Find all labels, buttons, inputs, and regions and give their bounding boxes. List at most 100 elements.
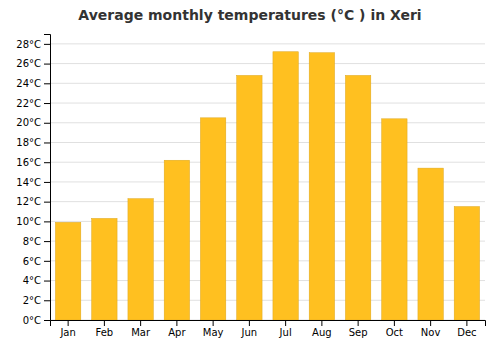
x-tick: Jul xyxy=(279,320,292,338)
grid-line xyxy=(50,122,485,123)
y-axis: 0°C 2°C 4°C 6°C 8°C 10°C 12°C 14°C 16°C 18°C 20°C 2… xyxy=(16,35,50,326)
x-tick: Feb xyxy=(96,320,114,338)
x-tick: Nov xyxy=(421,320,441,338)
x-tick-mark xyxy=(430,320,431,326)
y-tick: 22°C xyxy=(16,98,50,109)
x-tick: May xyxy=(203,320,224,338)
x-tick-mark xyxy=(104,320,105,326)
y-tick-mark xyxy=(44,64,50,65)
y-tick-mark xyxy=(44,320,50,321)
y-tick-label: 28°C xyxy=(16,39,41,50)
x-tick-label: Nov xyxy=(421,327,441,338)
grid-line xyxy=(50,103,485,104)
y-tick: 20°C xyxy=(16,117,50,128)
grid-line xyxy=(50,162,485,163)
bar xyxy=(345,75,370,320)
x-tick: Oct xyxy=(386,320,403,338)
x-tick-label: May xyxy=(203,327,224,338)
y-tick: 18°C xyxy=(16,137,50,148)
x-tick-label: Sep xyxy=(349,327,368,338)
y-tick-label: 10°C xyxy=(16,216,41,227)
bar xyxy=(273,52,298,320)
x-tick-label: Apr xyxy=(168,327,186,338)
y-tick: 6°C xyxy=(23,256,50,267)
y-tick-mark xyxy=(44,182,50,183)
title: Average monthly temperatures (°C ) in Xe… xyxy=(78,7,421,23)
y-tick-label: 22°C xyxy=(16,98,41,109)
x-tick-label: Jun xyxy=(241,327,258,338)
x-tick: Jan xyxy=(59,320,75,338)
x-tick-mark xyxy=(249,320,250,326)
y-tick-mark xyxy=(44,241,50,242)
y-tick-mark xyxy=(44,261,50,262)
bar xyxy=(200,118,225,320)
x-tick-label: Feb xyxy=(96,327,114,338)
y-tick: 14°C xyxy=(16,177,50,188)
grid xyxy=(50,44,485,320)
y-tick-mark xyxy=(44,123,50,124)
grid-line xyxy=(50,83,485,84)
x-tick-mark xyxy=(285,320,286,326)
y-tick-label: 24°C xyxy=(16,78,41,89)
y-tick-label: 6°C xyxy=(23,256,41,267)
y-tick-mark xyxy=(44,281,50,282)
x-tick-mark xyxy=(466,320,467,326)
grid-line xyxy=(50,63,485,64)
grid-line xyxy=(50,43,485,44)
y-tick-label: 4°C xyxy=(23,275,41,286)
bar xyxy=(55,222,80,320)
bar xyxy=(382,119,407,320)
y-tick-label: 8°C xyxy=(23,236,41,247)
y-tick: 0°C xyxy=(23,315,50,326)
y-tick: 8°C xyxy=(23,236,50,247)
y-tick: 16°C xyxy=(16,157,50,168)
y-tick-mark xyxy=(44,221,50,222)
x-tick: Jun xyxy=(241,320,258,338)
bar xyxy=(164,160,189,320)
y-tick-mark xyxy=(44,142,50,143)
x-tick-mark xyxy=(176,320,177,326)
bar xyxy=(92,218,117,320)
y-tick-label: 20°C xyxy=(16,117,41,128)
x-axis: Jan Feb Mar Apr May Jun Jul Aug Sep Oct Nov Dec xyxy=(51,320,486,338)
y-tick: 28°C xyxy=(16,39,50,50)
bar xyxy=(454,207,479,320)
x-tick-label: Dec xyxy=(457,327,476,338)
y-tick: 12°C xyxy=(16,196,50,207)
x-tick-mark xyxy=(213,320,214,326)
plot: 0°C 2°C 4°C 6°C 8°C 10°C 12°C 14°C 16°C 18°C 20°C 2… xyxy=(16,35,485,339)
grid-line xyxy=(50,142,485,143)
y-tick: 10°C xyxy=(16,216,50,227)
y-tick-mark xyxy=(44,44,50,45)
x-tick-label: Aug xyxy=(312,327,332,338)
x-tick: Mar xyxy=(131,320,151,338)
bar xyxy=(418,168,443,320)
y-tick-mark xyxy=(44,162,50,163)
y-tick-label: 26°C xyxy=(16,58,41,69)
y-axis-line xyxy=(44,35,51,321)
y-tick-label: 18°C xyxy=(16,137,41,148)
y-tick: 4°C xyxy=(23,275,50,286)
y-tick-label: 12°C xyxy=(16,196,41,207)
x-axis-line xyxy=(51,321,486,327)
y-tick-mark xyxy=(44,103,50,104)
y-tick-label: 16°C xyxy=(16,157,41,168)
x-tick: Apr xyxy=(168,320,186,338)
x-tick: Sep xyxy=(349,320,368,338)
y-tick: 2°C xyxy=(23,295,50,306)
y-tick-label: 0°C xyxy=(23,315,41,326)
y-tick-mark xyxy=(44,202,50,203)
x-tick-mark xyxy=(358,320,359,326)
x-tick-mark xyxy=(321,320,322,326)
x-tick: Aug xyxy=(312,320,332,338)
chart: 0°C 2°C 4°C 6°C 8°C 10°C 12°C 14°C 16°C 18°C 20°C 2… xyxy=(0,0,500,350)
x-tick-label: Oct xyxy=(386,327,403,338)
y-tick-label: 2°C xyxy=(23,295,41,306)
y-tick: 26°C xyxy=(16,58,50,69)
x-tick-label: Jan xyxy=(59,327,75,338)
x-tick-label: Jul xyxy=(279,327,292,338)
x-tick-mark xyxy=(394,320,395,326)
y-tick-mark xyxy=(44,300,50,301)
x-tick: Dec xyxy=(457,320,476,338)
x-tick-label: Mar xyxy=(131,327,151,338)
